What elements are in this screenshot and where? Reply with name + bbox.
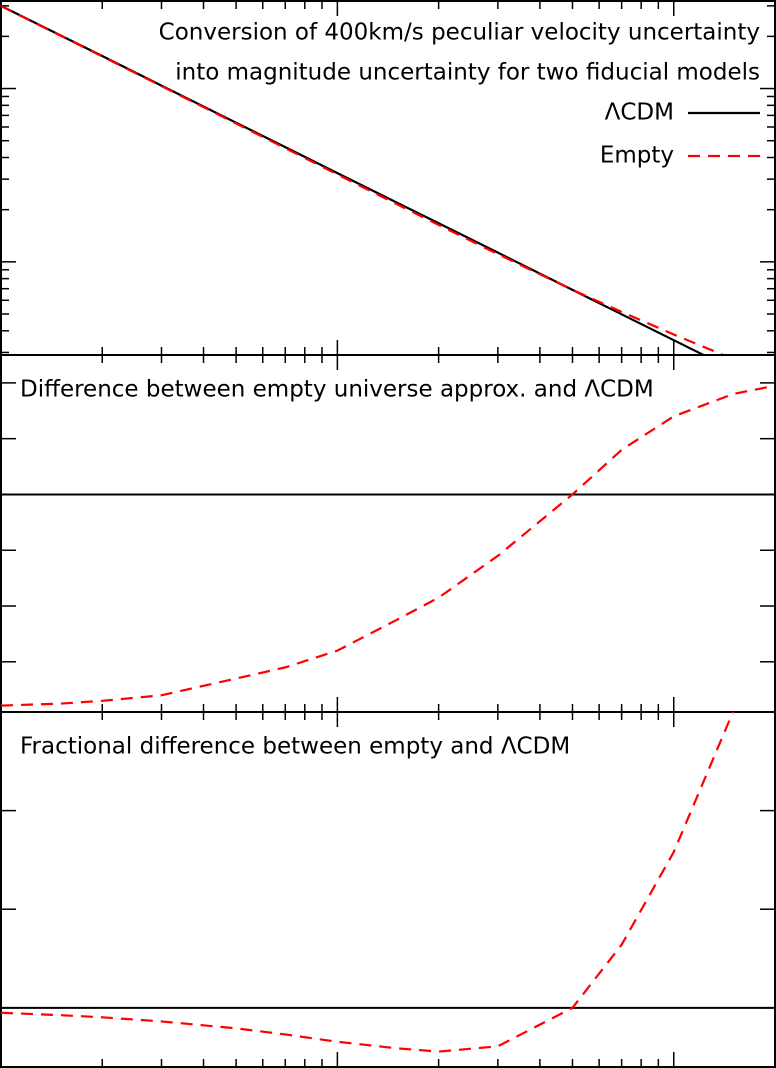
legend-label: ΛCDM	[605, 100, 674, 126]
panel-annotation: Fractional difference between empty and …	[20, 734, 570, 760]
series-line	[0, 384, 776, 707]
plot-frame	[0, 0, 776, 356]
chart-title: Conversion of 400km/s peculiar velocity …	[159, 20, 760, 46]
panel-annotation: Difference between empty universe approx…	[20, 377, 654, 403]
series-line	[0, 712, 735, 1053]
plot-frame	[0, 354, 776, 713]
chart-title: into magnitude uncertainty for two fiduc…	[175, 60, 760, 86]
series-line	[0, 4, 707, 355]
series-line	[0, 5, 727, 355]
plot-frame	[0, 711, 776, 1068]
legend-label: Empty	[600, 143, 674, 169]
